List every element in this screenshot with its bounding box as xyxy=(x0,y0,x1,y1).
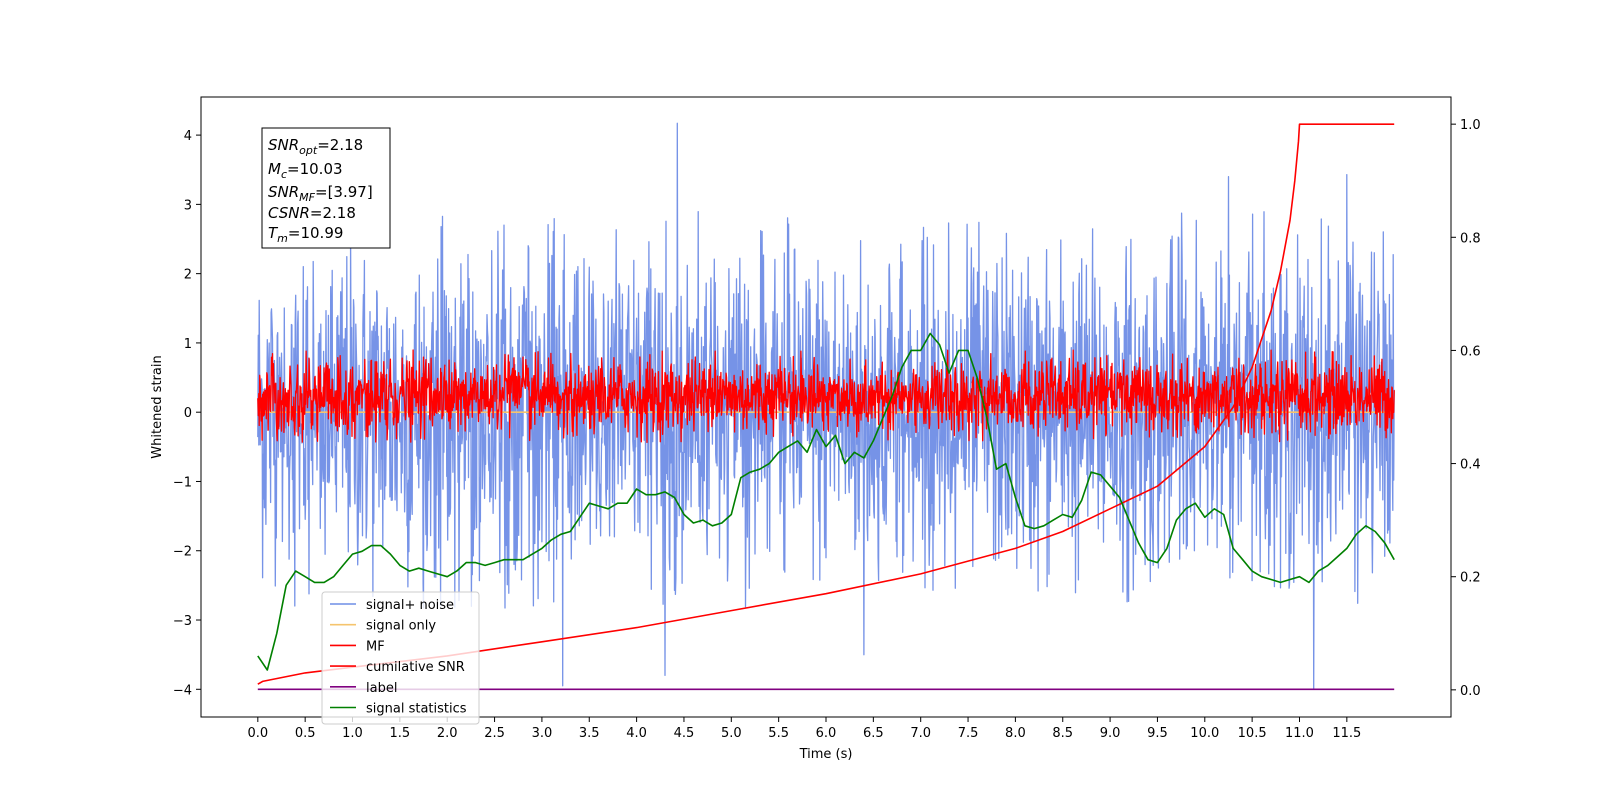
y-tick-label: −4 xyxy=(173,683,192,698)
x-tick-label: 11.0 xyxy=(1285,726,1314,741)
x-tick-label: 7.5 xyxy=(958,726,979,741)
y2-tick-label: 0.4 xyxy=(1460,458,1481,473)
y-tick-label: 2 xyxy=(184,268,192,283)
x-tick-label: 1.5 xyxy=(390,726,411,741)
x-tick-label: 3.5 xyxy=(579,726,600,741)
x-tick-label: 0.5 xyxy=(295,726,316,741)
info-box: SNRopt=2.18 Mc=10.03 SNRMF=[3.97] CSNR=2… xyxy=(262,128,390,248)
info-mc: Mc=10.03 xyxy=(268,160,343,181)
info-snr-mf: SNRMF=[3.97] xyxy=(268,183,373,204)
x-tick-label: 10.0 xyxy=(1190,726,1219,741)
y2-tick-label: 0.0 xyxy=(1460,684,1481,699)
legend-label: signal+ noise xyxy=(366,598,454,613)
x-tick-label: 8.0 xyxy=(1005,726,1026,741)
x-tick-label: 6.5 xyxy=(863,726,884,741)
x-tick-label: 1.0 xyxy=(342,726,363,741)
x-tick-label: 5.5 xyxy=(768,726,789,741)
y-tick-label: 3 xyxy=(184,198,192,213)
x-tick-label: 2.0 xyxy=(437,726,458,741)
legend-label: MF xyxy=(366,639,385,654)
y-axis-right: 0.0 0.2 0.4 0.6 0.8 1.0 xyxy=(1451,118,1481,699)
info-csnr: CSNR=2.18 xyxy=(268,204,356,222)
y-tick-label: 0 xyxy=(184,406,192,421)
legend-label: label xyxy=(366,681,397,696)
y2-tick-label: 0.6 xyxy=(1460,344,1481,359)
y2-tick-label: 0.8 xyxy=(1460,231,1481,246)
x-tick-label: 4.0 xyxy=(626,726,647,741)
y-axis-left: −4 −3 −2 −1 0 1 2 3 4 xyxy=(173,129,201,698)
x-tick-label: 8.5 xyxy=(1052,726,1073,741)
legend-label: signal only xyxy=(366,619,436,634)
x-tick-label: 9.0 xyxy=(1100,726,1121,741)
x-tick-label: 4.5 xyxy=(674,726,695,741)
legend-label: cumilative SNR xyxy=(366,660,465,675)
x-tick-label: 11.5 xyxy=(1332,726,1361,741)
x-tick-label: 5.0 xyxy=(721,726,742,741)
x-tick-label: 10.5 xyxy=(1238,726,1267,741)
y-tick-label: 4 xyxy=(184,129,192,144)
y-tick-label: −2 xyxy=(173,545,192,560)
x-tick-label: 7.0 xyxy=(910,726,931,741)
x-tick-label: 0.0 xyxy=(247,726,268,741)
y2-tick-label: 0.2 xyxy=(1460,571,1481,586)
y-tick-label: −3 xyxy=(173,614,192,629)
y2-tick-label: 1.0 xyxy=(1460,118,1481,133)
legend-label: signal statistics xyxy=(366,702,467,717)
y-axis-label: Whitened strain xyxy=(150,355,165,458)
x-tick-label: 6.0 xyxy=(816,726,837,741)
x-tick-label: 3.0 xyxy=(532,726,553,741)
x-axis-label: Time (s) xyxy=(799,747,853,762)
x-tick-label: 9.5 xyxy=(1147,726,1168,741)
x-tick-label: 2.5 xyxy=(484,726,505,741)
y-tick-label: 1 xyxy=(184,337,192,352)
y-tick-label: −1 xyxy=(173,475,192,490)
legend: signal+ noise signal only MF cumilative SNR… xyxy=(322,592,479,724)
